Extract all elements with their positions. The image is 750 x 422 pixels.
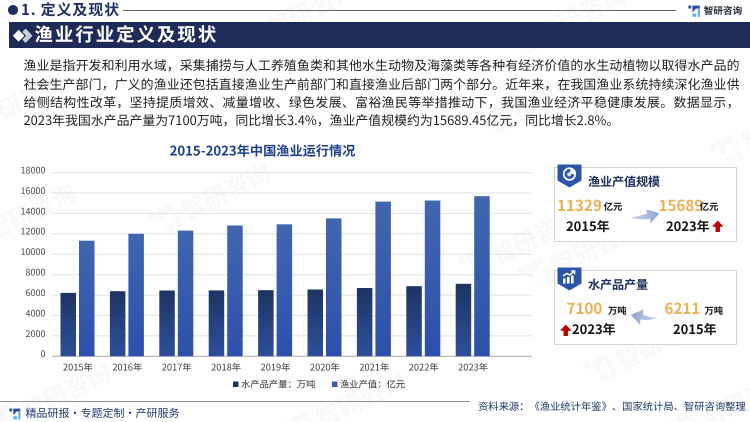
svg-text:2015-2023年中国渔业运行情况: 2015-2023年中国渔业运行情况: [170, 141, 356, 160]
svg-text:6000: 6000: [26, 286, 46, 299]
svg-text:10000: 10000: [21, 245, 46, 258]
svg-text:2022年: 2022年: [409, 360, 439, 374]
svg-text:16000: 16000: [21, 184, 46, 197]
svg-text:12000: 12000: [21, 225, 46, 238]
svg-text:4000: 4000: [26, 306, 46, 319]
svg-text:水产品产量：万吨: 水产品产量：万吨: [241, 377, 315, 391]
svg-text:2000: 2000: [26, 327, 46, 340]
svg-text:渔业产值：亿元: 渔业产值：亿元: [340, 377, 405, 391]
svg-text:2021年: 2021年: [359, 360, 389, 374]
svg-text:2015年: 2015年: [63, 360, 93, 374]
svg-text:2020年: 2020年: [310, 360, 340, 374]
svg-text:8000: 8000: [26, 266, 46, 279]
svg-text:18000: 18000: [21, 164, 46, 177]
svg-text:2023年: 2023年: [458, 360, 488, 374]
svg-text:0: 0: [41, 347, 46, 360]
svg-text:2018年: 2018年: [211, 360, 241, 374]
svg-text:2016年: 2016年: [112, 360, 142, 374]
svg-text:2019年: 2019年: [261, 360, 291, 374]
svg-text:14000: 14000: [21, 204, 46, 217]
svg-text:2017年: 2017年: [162, 360, 192, 374]
